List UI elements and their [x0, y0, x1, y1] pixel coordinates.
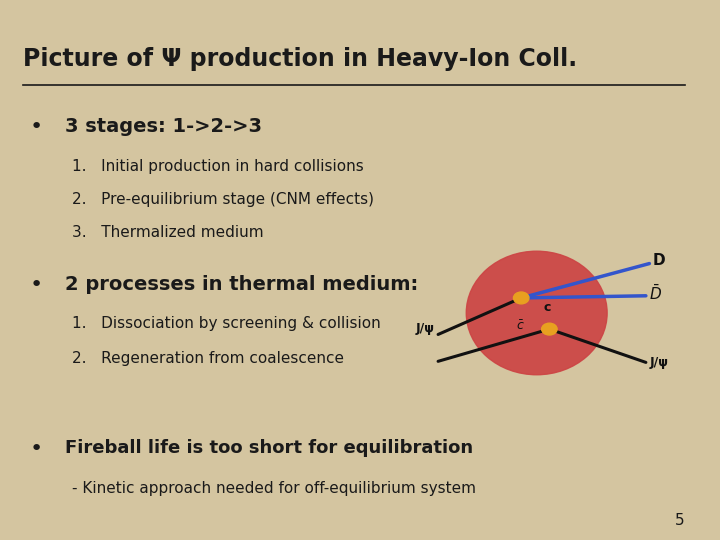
Text: 3.   Thermalized medium: 3. Thermalized medium: [72, 225, 264, 240]
Text: Fireball life is too short for equilibration: Fireball life is too short for equilibra…: [65, 439, 473, 457]
Circle shape: [541, 323, 557, 335]
Text: 5: 5: [675, 513, 685, 528]
Text: c: c: [544, 301, 551, 314]
Text: D: D: [653, 253, 665, 268]
Text: 2.   Regeneration from coalescence: 2. Regeneration from coalescence: [72, 350, 344, 366]
Text: $\bar{D}$: $\bar{D}$: [649, 284, 662, 303]
Text: Picture of Ψ production in Heavy-Ion Coll.: Picture of Ψ production in Heavy-Ion Col…: [22, 47, 577, 71]
Text: 1.   Initial production in hard collisions: 1. Initial production in hard collisions: [72, 159, 364, 174]
Text: - Kinetic approach needed for off-equilibrium system: - Kinetic approach needed for off-equili…: [72, 481, 476, 496]
Text: •: •: [30, 439, 42, 459]
Text: •: •: [30, 275, 42, 295]
Text: J/ψ: J/ψ: [415, 321, 435, 334]
Text: 2 processes in thermal medium:: 2 processes in thermal medium:: [65, 275, 418, 294]
Text: •: •: [30, 117, 42, 137]
Text: 1.   Dissociation by screening & collision: 1. Dissociation by screening & collision: [72, 316, 381, 330]
Text: 2.   Pre-equilibrium stage (CNM effects): 2. Pre-equilibrium stage (CNM effects): [72, 192, 374, 207]
Text: J/ψ: J/ψ: [649, 356, 668, 369]
Text: $\bar{c}$: $\bar{c}$: [516, 320, 524, 333]
Text: 3 stages: 1->2->3: 3 stages: 1->2->3: [65, 117, 262, 136]
Circle shape: [513, 292, 529, 304]
Ellipse shape: [467, 251, 607, 375]
